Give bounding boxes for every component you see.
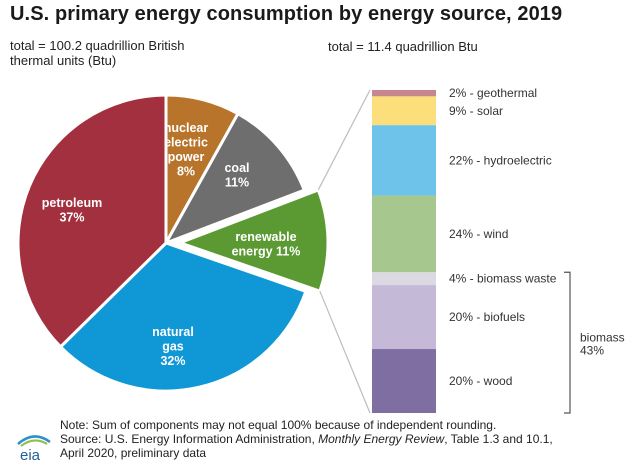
pie-slice-renewable [175,188,330,294]
chart-title: U.S. primary energy consumption by energ… [10,3,563,25]
pie-label-nuclear: nuclear electric power 8% [164,121,209,179]
note-rounding: Note: Sum of components may not equal 10… [60,418,497,432]
note-source: Source: U.S. Energy Information Administ… [60,432,553,446]
source-suffix: , Table 1.3 and 10.1, [444,432,553,446]
pie-label-coal: coal 11% [224,161,249,190]
connector-bottom [319,290,371,414]
bar-segment-biomass_waste [372,272,436,286]
biomass-group-label: biomass 43% [580,331,625,358]
source-title: Monthly Energy Review [318,432,445,446]
bar-segment-solar [372,96,436,126]
pie-slice-petroleum [16,93,168,349]
bar-segment-wind [372,195,436,273]
renewable-stacked-bar: 2% - geothermal 9% - solar 22% - hydroelec… [372,86,625,414]
bar-segment-biofuels [372,285,436,350]
connector-lines [317,89,371,414]
bar-label-wood: 20% - wood [449,374,512,388]
pie-chart: petroleum 37% nuclear electric power 8% coal 11… [16,93,330,393]
bar-label-biofuels: 20% - biofuels [449,310,525,324]
connector-top [317,89,371,191]
bar-label-wind: 24% - wind [449,227,508,241]
bar-label-geothermal: 2% - geothermal [449,86,537,100]
biomass-bracket [564,271,571,414]
bar-segment-wood [372,349,436,413]
bar-total-label: total = 11.4 quadrillion Btu [328,39,478,54]
note-date: April 2020, preliminary data [60,446,207,460]
pie-label-natural_gas: natural gas 32% [152,325,194,368]
pie-total-label: total = 100.2 quadrillion British therma… [10,38,185,68]
pie-label-renewable: renewable energy 11% [232,230,301,259]
pie-label-petroleum: petroleum 37% [42,196,102,225]
pie-slice-natural_gas [58,241,308,393]
bar-label-biomass_waste: 4% - biomass waste [449,272,557,286]
bar-segment-hydroelectric [372,125,436,196]
eia-logo: eia [14,432,54,464]
logo-text: eia [20,447,41,462]
pie-slice-coal [162,111,307,246]
bar-label-solar: 9% - solar [449,104,503,118]
bar-segment-geothermal [372,90,436,97]
source-prefix: Source: U.S. Energy Information Administ… [60,432,319,446]
bar-label-hydroelectric: 22% - hydroelectric [449,153,552,167]
